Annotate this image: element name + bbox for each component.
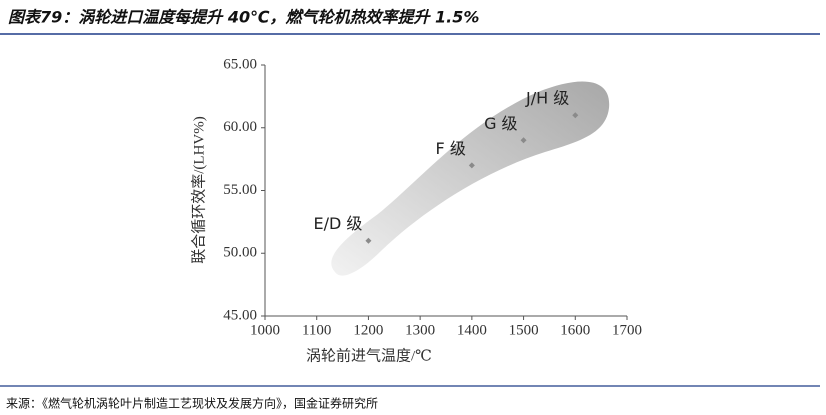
y-tick-label: 65.00: [223, 56, 257, 72]
x-tick-label: 1300: [405, 322, 435, 338]
x-tick-label: 1000: [250, 322, 280, 338]
point: [365, 237, 372, 244]
y-tick-label: 45.00: [223, 307, 257, 323]
y-tick-label: 60.00: [223, 119, 257, 135]
x-tick-label: 1700: [612, 322, 642, 338]
y-tick-label: 50.00: [223, 245, 257, 261]
range-area: [331, 81, 610, 276]
x-tick-label: 1400: [457, 322, 487, 338]
point-label: E/D 级: [314, 214, 363, 233]
x-tick-label: 1500: [509, 322, 539, 338]
point-label: F 级: [436, 139, 466, 158]
point-label: J/H 级: [525, 89, 569, 108]
x-tick-label: 1200: [353, 322, 383, 338]
point: [468, 162, 475, 169]
point: [572, 112, 579, 119]
y-tick-label: 55.00: [223, 182, 257, 198]
y-axis-label: 联合循环效率/(LHV%): [190, 116, 207, 263]
x-tick-label: 1100: [302, 322, 331, 338]
point: [520, 137, 527, 144]
title: 图表79：涡轮进口温度每提升 40℃，燃气轮机热效率提升 1.5%: [8, 8, 479, 27]
source: 来源：《燃气轮机涡轮叶片制造工艺现状及发展方向》，国金证券研究所: [6, 396, 378, 411]
point-label: G 级: [484, 114, 518, 133]
x-axis-label: 涡轮前进气温度/℃: [306, 347, 432, 364]
x-tick-label: 1600: [560, 322, 590, 338]
